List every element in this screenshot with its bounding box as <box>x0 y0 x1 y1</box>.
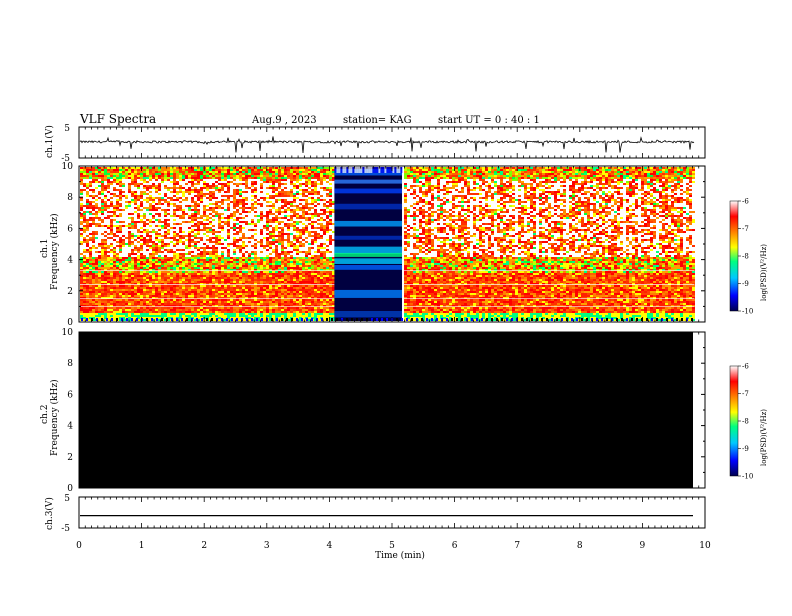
panel1-ytick-10: 10 <box>62 162 74 172</box>
ch2-spectrogram-panel: 0 2 4 6 8 10 ch.2 Frequency (kHz) <box>40 328 705 494</box>
ch2-spectrogram-ylabel-freq: Frequency (kHz) <box>49 379 60 456</box>
colorbar-2-tick: -6 <box>742 363 749 371</box>
colorbar-1-tick: -7 <box>742 225 749 233</box>
panel1-ytick-8: 8 <box>67 193 73 203</box>
ch1-spectrogram-ylabel-freq: Frequency (kHz) <box>49 213 60 290</box>
colorbar-1-tick: -10 <box>742 308 753 316</box>
panel1-ytick-6: 6 <box>67 224 73 234</box>
colorbar-1-label: log(PSD)(V²/Hz) <box>760 244 768 301</box>
colorbar-2-label: log(PSD)(V²/Hz) <box>760 409 768 466</box>
colorbar-2-gradient <box>730 366 738 476</box>
colorbar-2-tick: -9 <box>742 445 749 453</box>
colorbar-1-tick: -9 <box>742 280 749 288</box>
colorbar-2-tick: -8 <box>742 418 749 426</box>
ch3-waveform-panel: 5 -5 ch.3(V) <box>44 494 705 534</box>
date-label: Aug.9 , 2023 <box>251 115 317 126</box>
ch2-colorbar: -6 -7 -8 -9 -10 log(PSD)(V²/Hz) <box>730 363 768 481</box>
ch1-spectrogram-ylabel-ch: ch.1 <box>40 239 50 258</box>
colorbar-2-tick: -7 <box>742 390 749 398</box>
time-axis-label: Time (min) <box>375 550 425 561</box>
ch1-spectrogram-panel: 0 2 4 6 8 10 ch.1 Frequency (kHz) <box>40 162 705 328</box>
ch1-ytick-5: 5 <box>64 124 70 134</box>
time-tick-4: 4 <box>327 541 333 551</box>
panel2-ytick-8: 8 <box>67 359 73 369</box>
figure-title: VLF Spectra <box>79 112 156 126</box>
colorbar-1-gradient <box>730 201 738 311</box>
time-tick-1: 1 <box>139 541 145 551</box>
panel1-ytick-2: 2 <box>67 287 73 297</box>
ch1-waveform-panel: 5 -5 ch.1(V) <box>44 124 705 164</box>
ch1-colorbar: -6 -7 -8 -9 -10 log(PSD)(V²/Hz) <box>730 198 768 316</box>
ch2-spectrogram-fill <box>79 332 693 488</box>
time-tick-0: 0 <box>76 541 82 551</box>
panel2-ytick-2: 2 <box>67 453 73 463</box>
panel2-ytick-0: 0 <box>67 484 73 494</box>
time-tick-7: 7 <box>514 541 520 551</box>
time-tick-8: 8 <box>577 541 583 551</box>
colorbar-2-tick: -10 <box>742 473 753 481</box>
ch3-waveform-ylabel: ch.3(V) <box>44 497 55 530</box>
time-tick-6: 6 <box>452 541 458 551</box>
time-tick-2: 2 <box>201 541 207 551</box>
panel1-ytick-4: 4 <box>67 256 73 266</box>
colorbar-1-tick: -6 <box>742 198 749 206</box>
ch1-waveform-line <box>80 136 694 153</box>
time-tick-3: 3 <box>264 541 270 551</box>
panel2-ytick-4: 4 <box>67 422 73 432</box>
panel1-ytick-0: 0 <box>67 318 73 328</box>
ch3-ytick-5: 5 <box>64 494 70 504</box>
panel2-ytick-10: 10 <box>62 328 74 338</box>
ch3-ytick-neg5: -5 <box>61 524 70 534</box>
time-tick-9: 9 <box>640 541 646 551</box>
ch2-spectrogram-ylabel-ch: ch.2 <box>40 405 50 424</box>
ch1-waveform-ylabel: ch.1(V) <box>44 125 55 158</box>
colorbar-1-tick: -8 <box>742 253 749 261</box>
station-label: station= KAG <box>343 115 412 126</box>
time-tick-5: 5 <box>389 541 395 551</box>
time-tick-10: 10 <box>699 541 711 551</box>
start-ut-label: start UT = 0 : 40 : 1 <box>438 115 540 126</box>
panel2-ytick-6: 6 <box>67 390 73 400</box>
